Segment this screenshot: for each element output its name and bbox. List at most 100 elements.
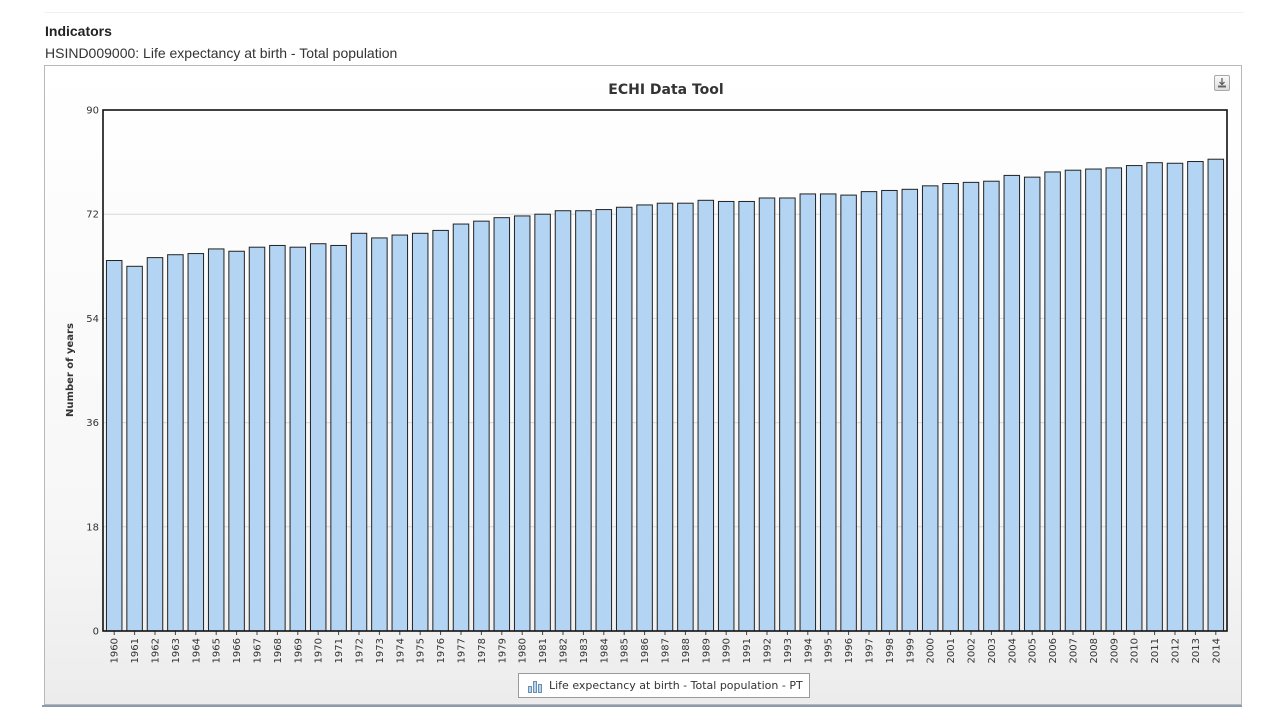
bar[interactable] (819, 193, 837, 632)
bar[interactable] (1125, 165, 1143, 632)
bar[interactable] (983, 180, 1000, 632)
bar[interactable] (840, 194, 857, 632)
bar[interactable] (1003, 174, 1021, 632)
bar[interactable] (779, 197, 796, 632)
bar[interactable] (452, 223, 470, 632)
bar[interactable] (1187, 161, 1204, 632)
x-tick-label: 2000 (926, 638, 937, 663)
x-tick-label: 2012 (1171, 638, 1182, 663)
bar[interactable] (962, 181, 980, 632)
bar[interactable] (881, 189, 898, 632)
x-tick-label: 1999 (905, 638, 916, 663)
x-tick-label: 2014 (1211, 638, 1222, 663)
x-tick-label: 1986 (640, 638, 651, 663)
bar[interactable] (615, 206, 633, 632)
x-tick-label: 1994 (803, 638, 814, 663)
bar[interactable] (595, 209, 613, 632)
x-tick-label: 2005 (1028, 638, 1039, 663)
x-tick-label: 1967 (253, 638, 264, 663)
x-tick-label: 2003 (987, 638, 998, 663)
indicator-subtitle: HSIND009000: Life expectancy at birth - … (45, 45, 398, 61)
bar[interactable] (167, 254, 184, 632)
bar[interactable] (575, 210, 592, 632)
bar[interactable] (146, 257, 164, 632)
x-tick-label: 1979 (497, 638, 508, 663)
bar[interactable] (1085, 168, 1102, 632)
bar[interactable] (1146, 162, 1163, 632)
bar[interactable] (1166, 162, 1184, 632)
x-tick-label: 2007 (1069, 638, 1080, 663)
legend-series-label: Life expectancy at birth - Total populat… (549, 679, 803, 692)
x-tick-label: 1980 (518, 638, 529, 663)
bar[interactable] (554, 210, 572, 632)
bar[interactable] (1105, 167, 1123, 632)
x-tick-label: 2013 (1191, 638, 1202, 663)
bottom-divider (42, 705, 1242, 707)
x-tick-label: 1997 (865, 638, 876, 663)
x-tick-label: 1981 (538, 638, 549, 663)
bar[interactable] (1023, 176, 1041, 632)
export-button[interactable] (1214, 75, 1230, 91)
bar[interactable] (636, 204, 653, 632)
x-tick-label: 1989 (701, 638, 712, 663)
bar[interactable] (228, 250, 245, 632)
bar[interactable] (493, 217, 511, 632)
bar[interactable] (248, 246, 266, 632)
bar[interactable] (717, 200, 735, 632)
x-tick-label: 1988 (681, 638, 692, 663)
bar[interactable] (942, 183, 959, 632)
x-tick-label: 1970 (314, 638, 325, 663)
x-tick-label: 1969 (293, 638, 304, 663)
x-tick-label: 2002 (967, 638, 978, 663)
download-icon (1218, 78, 1226, 88)
x-tick-label: 1964 (191, 638, 202, 663)
section-title: Indicators (45, 23, 112, 39)
y-axis-ticks: 0 18 36 54 72 90 (86, 106, 99, 638)
x-tick-label: 1987 (661, 638, 672, 663)
x-tick-label: 2001 (946, 638, 957, 663)
top-divider (44, 12, 1244, 13)
bar[interactable] (207, 248, 225, 632)
bar[interactable] (126, 265, 143, 632)
bar[interactable] (371, 237, 388, 632)
x-tick-label: 1973 (375, 638, 386, 663)
bar[interactable] (269, 244, 286, 632)
x-tick-label: 2011 (1150, 638, 1161, 663)
x-tick-label: 1995 (824, 638, 835, 663)
bar[interactable] (391, 234, 409, 632)
bar[interactable] (901, 188, 919, 632)
x-tick-label: 2008 (1089, 638, 1100, 663)
bar[interactable] (534, 213, 551, 632)
bar[interactable] (799, 193, 817, 632)
y-tick-label: 54 (86, 314, 99, 325)
x-tick-label: 1993 (783, 638, 794, 663)
bar[interactable] (1044, 171, 1061, 632)
x-tick-label: 1992 (763, 638, 774, 663)
bar[interactable] (738, 200, 755, 632)
bar[interactable] (105, 260, 123, 632)
bar[interactable] (350, 232, 368, 632)
bar[interactable] (289, 246, 307, 632)
bar[interactable] (473, 220, 490, 632)
bar[interactable] (656, 202, 674, 632)
bar[interactable] (432, 229, 449, 632)
plot-frame (102, 109, 1228, 632)
bar[interactable] (921, 185, 939, 632)
bar[interactable] (860, 191, 878, 632)
x-tick-label: 1968 (273, 638, 284, 663)
x-tick-label: 2006 (1048, 638, 1059, 663)
x-tick-label: 1962 (151, 638, 162, 663)
bar[interactable] (309, 243, 327, 632)
bar[interactable] (1207, 158, 1225, 632)
bar[interactable] (758, 197, 776, 632)
bar[interactable] (677, 202, 694, 632)
bar[interactable] (697, 199, 715, 632)
y-tick-label: 0 (93, 627, 99, 638)
bar[interactable] (411, 232, 429, 632)
bar[interactable] (513, 215, 531, 632)
bar[interactable] (187, 253, 205, 632)
bar[interactable] (1064, 169, 1082, 632)
legend[interactable]: Life expectancy at birth - Total populat… (518, 673, 810, 698)
bar[interactable] (330, 244, 347, 632)
